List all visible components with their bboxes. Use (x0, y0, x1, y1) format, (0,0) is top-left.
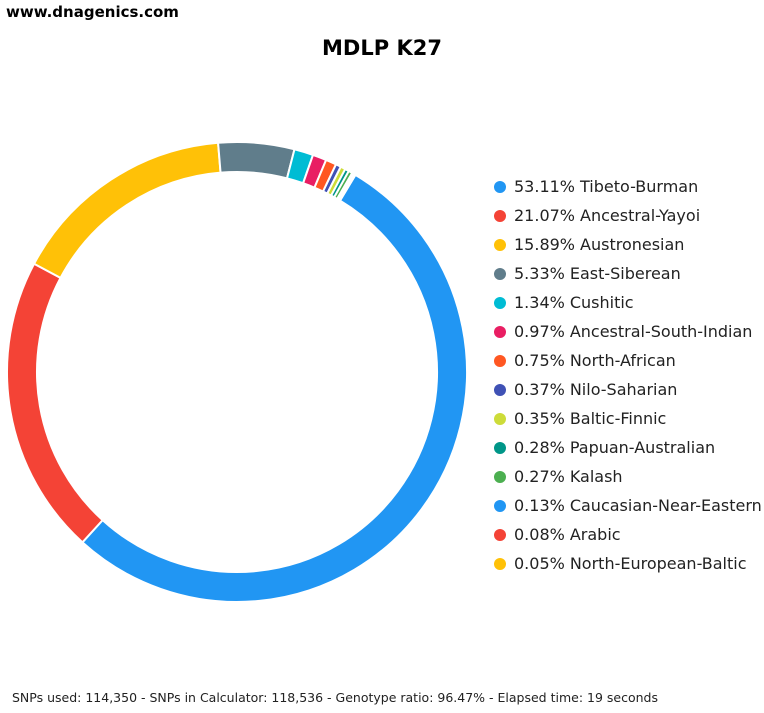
legend-swatch (494, 180, 506, 193)
legend-item-ancestral-south-indian[interactable]: 0.97% Ancestral-South-Indian (494, 317, 762, 346)
legend-item-north-african[interactable]: 0.75% North-African (494, 346, 762, 375)
chart-title: MDLP K27 (322, 36, 442, 60)
legend-percent: 0.05% (514, 554, 565, 573)
chart-legend: 53.11% Tibeto-Burman 21.07% Ancestral-Yayoi… (494, 172, 762, 578)
legend-swatch (494, 557, 506, 570)
legend-label: East-Siberean (569, 264, 681, 283)
legend-percent: 0.35% (514, 409, 565, 428)
legend-label: Papuan-Australian (569, 438, 716, 457)
legend-percent: 53.11% (514, 177, 576, 196)
legend-item-cushitic[interactable]: 1.34% Cushitic (494, 288, 762, 317)
legend-percent: 0.97% (514, 322, 565, 341)
legend-percent: 0.28% (514, 438, 565, 457)
legend-item-baltic-finnic[interactable]: 0.35% Baltic-Finnic (494, 404, 762, 433)
legend-item-papuan-australian[interactable]: 0.28% Papuan-Australian (494, 433, 762, 462)
legend-percent: 0.08% (514, 525, 565, 544)
legend-label: Ancestral-Yayoi (580, 206, 701, 225)
legend-swatch (494, 441, 506, 454)
legend-swatch (494, 383, 506, 396)
legend-percent: 15.89% (514, 235, 576, 254)
legend-item-arabic[interactable]: 0.08% Arabic (494, 520, 762, 549)
legend-label: Baltic-Finnic (569, 409, 667, 428)
donut-slice-tibeto-burman[interactable] (81, 173, 468, 603)
legend-label: Kalash (569, 467, 623, 486)
legend-item-east-siberean[interactable]: 5.33% East-Siberean (494, 259, 762, 288)
legend-label: Caucasian-Near-Eastern (569, 496, 762, 515)
legend-item-nilo-saharian[interactable]: 0.37% Nilo-Saharian (494, 375, 762, 404)
legend-item-caucasian-near-eastern[interactable]: 0.13% Caucasian-Near-Eastern (494, 491, 762, 520)
legend-swatch (494, 296, 506, 309)
legend-swatch (494, 412, 506, 425)
legend-swatch (494, 499, 506, 512)
legend-label: Austronesian (580, 235, 685, 254)
donut-slice-ancestral-yayoi[interactable] (6, 262, 105, 544)
legend-label: North-African (569, 351, 676, 370)
legend-percent: 5.33% (514, 264, 565, 283)
legend-percent: 0.13% (514, 496, 565, 515)
legend-percent: 0.27% (514, 467, 565, 486)
donut-slice-north-european-baltic[interactable] (338, 173, 357, 202)
legend-item-tibeto-burman[interactable]: 53.11% Tibeto-Burman (494, 172, 762, 201)
legend-label: North-European-Baltic (569, 554, 747, 573)
legend-percent: 1.34% (514, 293, 565, 312)
site-watermark: www.dnagenics.com (6, 3, 179, 21)
legend-item-ancestral-yayoi[interactable]: 21.07% Ancestral-Yayoi (494, 201, 762, 230)
legend-item-north-european-baltic[interactable]: 0.05% North-European-Baltic (494, 549, 762, 578)
legend-swatch (494, 354, 506, 367)
legend-swatch (494, 209, 506, 222)
legend-item-kalash[interactable]: 0.27% Kalash (494, 462, 762, 491)
legend-label: Arabic (569, 525, 621, 544)
legend-label: Nilo-Saharian (569, 380, 678, 399)
legend-swatch (494, 325, 506, 338)
stats-footer: SNPs used: 114,350 - SNPs in Calculator:… (12, 690, 658, 705)
legend-percent: 0.37% (514, 380, 565, 399)
donut-slice-austronesian[interactable] (32, 141, 222, 280)
legend-item-austronesian[interactable]: 15.89% Austronesian (494, 230, 762, 259)
donut-slice-east-siberean[interactable] (217, 141, 296, 180)
legend-label: Tibeto-Burman (580, 177, 699, 196)
legend-swatch (494, 267, 506, 280)
legend-swatch (494, 470, 506, 483)
legend-label: Ancestral-South-Indian (569, 322, 753, 341)
legend-percent: 0.75% (514, 351, 565, 370)
legend-swatch (494, 238, 506, 251)
legend-label: Cushitic (569, 293, 634, 312)
legend-percent: 21.07% (514, 206, 576, 225)
legend-swatch (494, 528, 506, 541)
